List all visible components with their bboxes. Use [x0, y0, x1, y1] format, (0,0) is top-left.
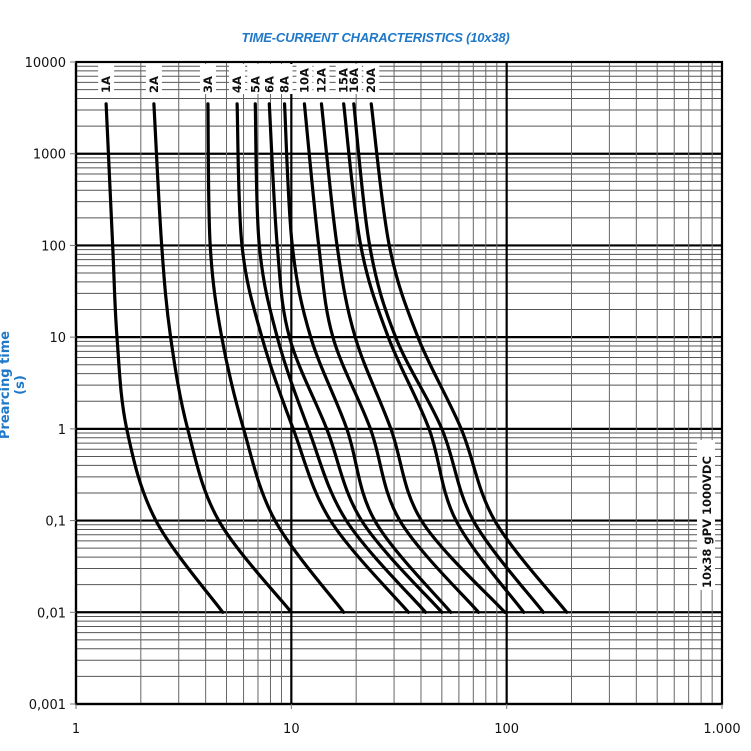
curve-2a — [152, 102, 293, 614]
curve-8a — [282, 102, 453, 614]
curve-20a — [369, 102, 569, 614]
fuse-curves — [104, 102, 569, 614]
y-tick-label: 0,1 — [45, 515, 66, 530]
curve-15a — [342, 102, 526, 614]
series-label-2a: 2A — [147, 76, 161, 93]
curve-1a — [104, 102, 225, 614]
label-bg — [345, 64, 362, 94]
series-label-4a: 4A — [230, 76, 244, 93]
x-tick-label: 1 — [72, 722, 80, 737]
label-bg — [276, 64, 293, 94]
series-label-12a: 12A — [314, 68, 328, 93]
label-bg — [229, 64, 246, 94]
label-bg — [296, 64, 313, 94]
x-tick-label: 100 — [494, 722, 519, 737]
axes: 10x38 gPV 1000VDC 10000 1000 100 10 1 0,1 0,01 0… — [25, 56, 741, 737]
y-tick-label: 1000 — [33, 148, 66, 163]
label-bg — [313, 64, 330, 94]
x-tick-label: 10 — [283, 722, 300, 737]
y-tick-label: 10000 — [25, 56, 66, 71]
series-label-20a: 20A — [364, 68, 378, 93]
series-label-6a: 6A — [262, 76, 276, 93]
series-label-15a: 15A — [337, 68, 351, 93]
label-bg — [145, 64, 162, 94]
label-bg — [247, 64, 264, 94]
series-label-16a: 16A — [347, 68, 361, 93]
annotation-text: 10x38 gPV 1000VDC — [700, 456, 714, 588]
chart-title: TIME-CURRENT CHARACTERISTICS (10x38) — [241, 30, 510, 45]
series-label-10a: 10A — [297, 68, 311, 93]
y-tick-label: 1 — [58, 423, 66, 438]
curve-12a — [319, 102, 507, 614]
grid — [74, 60, 724, 706]
label-bg — [98, 64, 115, 94]
series-label-1a: 1A — [99, 76, 113, 93]
series-label-3a: 3A — [201, 76, 215, 93]
series-label-5a: 5A — [248, 76, 262, 93]
annotation-bg — [697, 440, 715, 590]
plot-frame — [74, 60, 724, 706]
curve-6a — [267, 102, 444, 614]
x-tick-label: 1.000 — [703, 722, 740, 737]
curve-10a — [302, 102, 481, 614]
label-band — [98, 64, 380, 94]
y-tick-label: 100 — [41, 239, 66, 254]
y-tick-label: 10 — [49, 331, 66, 346]
y-tick-label: 0,001 — [29, 698, 66, 713]
curve-5a — [253, 102, 428, 614]
label-bg — [363, 64, 380, 94]
curve-3a — [206, 102, 346, 614]
curve-16a — [352, 102, 545, 614]
y-tick-label: 0,01 — [37, 606, 66, 621]
curve-4a — [235, 102, 411, 614]
label-bg — [199, 64, 216, 94]
label-bg — [261, 64, 278, 94]
series-label-8a: 8A — [278, 76, 292, 93]
